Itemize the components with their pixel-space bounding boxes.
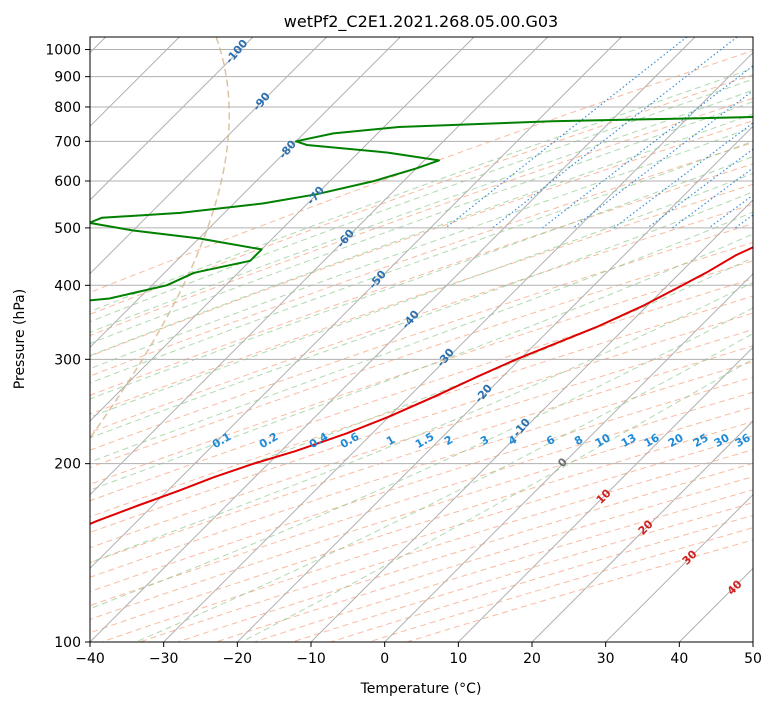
moist-adiabat-line bbox=[90, 281, 753, 564]
moist-adiabat-line bbox=[135, 333, 753, 642]
isotherm-line bbox=[752, 641, 753, 642]
moist-adiabat-line bbox=[90, 113, 753, 357]
isotherm-line bbox=[90, 37, 254, 201]
dewpoint-line bbox=[90, 116, 753, 302]
x-tick-label: −20 bbox=[223, 651, 253, 667]
isotherm-line bbox=[163, 51, 753, 642]
isotherm-line bbox=[90, 37, 549, 496]
isotherm-line bbox=[90, 37, 475, 422]
dry-adiabat-line bbox=[90, 50, 753, 293]
y-axis: 100 200 300 400 500 600 700 800 900 1000 bbox=[45, 43, 90, 651]
moist-adiabat-line bbox=[90, 89, 753, 333]
isotherm-line bbox=[384, 272, 753, 642]
moist-adiabat-line bbox=[90, 233, 753, 491]
reference-curve bbox=[90, 37, 230, 440]
moist-adiabat-line bbox=[90, 78, 753, 323]
x-tick-label: 50 bbox=[744, 651, 762, 667]
background-lines bbox=[90, 37, 753, 642]
moist-adiabat-line bbox=[90, 172, 753, 418]
isotherm-line bbox=[90, 37, 328, 275]
isotherm-line bbox=[90, 37, 696, 642]
y-tick-label: 100 bbox=[54, 635, 81, 651]
y-tick-label: 700 bbox=[54, 134, 81, 150]
y-tick-label: 200 bbox=[54, 457, 81, 473]
mixing-ratio-line bbox=[542, 65, 753, 229]
y-tick-label: 500 bbox=[54, 221, 81, 237]
y-tick-label: 300 bbox=[54, 352, 81, 368]
dry-adiabat-line bbox=[90, 278, 753, 502]
x-tick-label: 0 bbox=[380, 651, 389, 667]
moist-adiabat-line bbox=[90, 211, 753, 463]
x-tick-label: −30 bbox=[149, 651, 179, 667]
x-tick-label: 30 bbox=[597, 651, 615, 667]
isotherm-line bbox=[457, 346, 753, 642]
plot-area bbox=[90, 37, 753, 642]
y-tick-label: 600 bbox=[54, 174, 81, 190]
isotherm-line bbox=[531, 420, 753, 642]
profile-series bbox=[90, 116, 753, 526]
dry-adiabat-line bbox=[90, 391, 753, 607]
dry-adiabat-line bbox=[90, 74, 753, 315]
dry-adiabat-line bbox=[90, 329, 753, 549]
x-tick-label: 10 bbox=[449, 651, 467, 667]
y-axis-label: Pressure (hPa) bbox=[12, 289, 28, 389]
isotherm-line bbox=[605, 493, 753, 642]
dry-adiabat-line bbox=[90, 183, 753, 415]
mixing-ratio-line bbox=[492, 37, 738, 229]
dry-adiabat-line bbox=[90, 97, 753, 337]
x-axis-label: Temperature (°C) bbox=[360, 681, 482, 697]
chart-title: wetPf2_C2E1.2021.268.05.00.G03 bbox=[284, 12, 558, 32]
isotherm-line bbox=[236, 125, 753, 642]
moist-adiabat-line bbox=[90, 126, 753, 370]
y-tick-label: 900 bbox=[54, 70, 81, 86]
x-tick-label: −40 bbox=[75, 651, 105, 667]
isotherm-line bbox=[90, 37, 622, 570]
y-tick-label: 400 bbox=[54, 278, 81, 294]
x-tick-label: 20 bbox=[523, 651, 541, 667]
x-tick-label: 40 bbox=[670, 651, 688, 667]
isotherm-line bbox=[310, 199, 753, 642]
moist-adiabat-line bbox=[241, 358, 753, 642]
y-tick-label: 1000 bbox=[45, 43, 81, 59]
dry-adiabat-line bbox=[90, 142, 753, 377]
plot-frame bbox=[89, 36, 754, 643]
isotherm-line bbox=[90, 37, 401, 349]
dry-adiabat-line bbox=[90, 312, 753, 533]
x-tick-label: −10 bbox=[296, 651, 326, 667]
dry-adiabat-line bbox=[90, 223, 753, 451]
moist-adiabat-line bbox=[90, 156, 753, 400]
x-axis: −40 −30 −20 −10 0 10 20 30 40 50 bbox=[75, 642, 762, 667]
moist-adiabat-line bbox=[90, 67, 753, 313]
mixing-ratio-line bbox=[672, 167, 753, 229]
y-tick-label: 800 bbox=[54, 100, 81, 116]
temperature-line bbox=[90, 246, 753, 526]
mixing-ratio-line bbox=[572, 89, 753, 229]
moist-adiabat-line bbox=[90, 257, 753, 524]
dry-adiabat-line bbox=[90, 163, 753, 396]
